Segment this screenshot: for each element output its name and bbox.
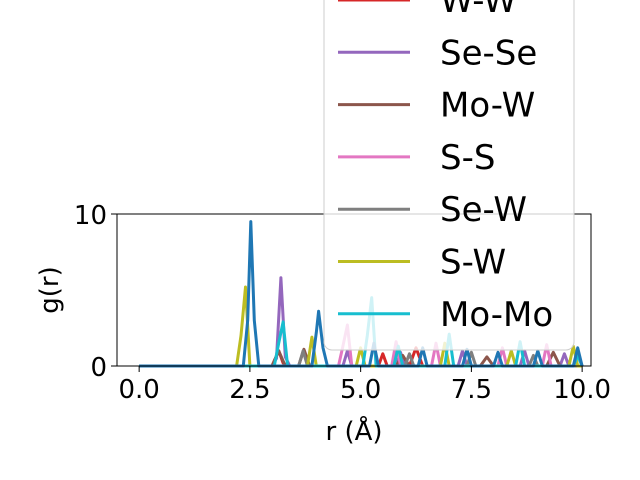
x-axis-ticks: 0.0 2.5 5.0 7.5 10.0 (118, 366, 611, 405)
legend-label: Mo-Mo (440, 295, 553, 335)
legend-items: W-W Se-Se Mo-W S-S Se-W S-W Mo-Mo (338, 0, 553, 335)
legend-label: Se-W (440, 190, 527, 230)
legend-label: Mo-W (440, 86, 535, 126)
legend-label: W-W (440, 0, 517, 21)
y-tick-label: 10 (74, 201, 107, 231)
legend-label: S-W (440, 243, 506, 283)
x-tick-label: 0.0 (118, 375, 159, 405)
legend: W-W Se-Se Mo-W S-S Se-W S-W Mo-Mo (323, 0, 575, 351)
x-axis-label: r (Å) (325, 415, 382, 447)
y-tick-label: 0 (90, 353, 107, 383)
x-tick-label: 7.5 (451, 375, 492, 405)
y-axis-label: g(r) (35, 266, 65, 313)
x-tick-label: 5.0 (340, 375, 381, 405)
legend-label: Se-Se (440, 33, 537, 73)
x-tick-label: 10.0 (553, 375, 611, 405)
x-tick-label: 2.5 (229, 375, 270, 405)
y-axis-ticks: 0 10 (74, 201, 117, 383)
legend-label: S-S (440, 138, 495, 178)
